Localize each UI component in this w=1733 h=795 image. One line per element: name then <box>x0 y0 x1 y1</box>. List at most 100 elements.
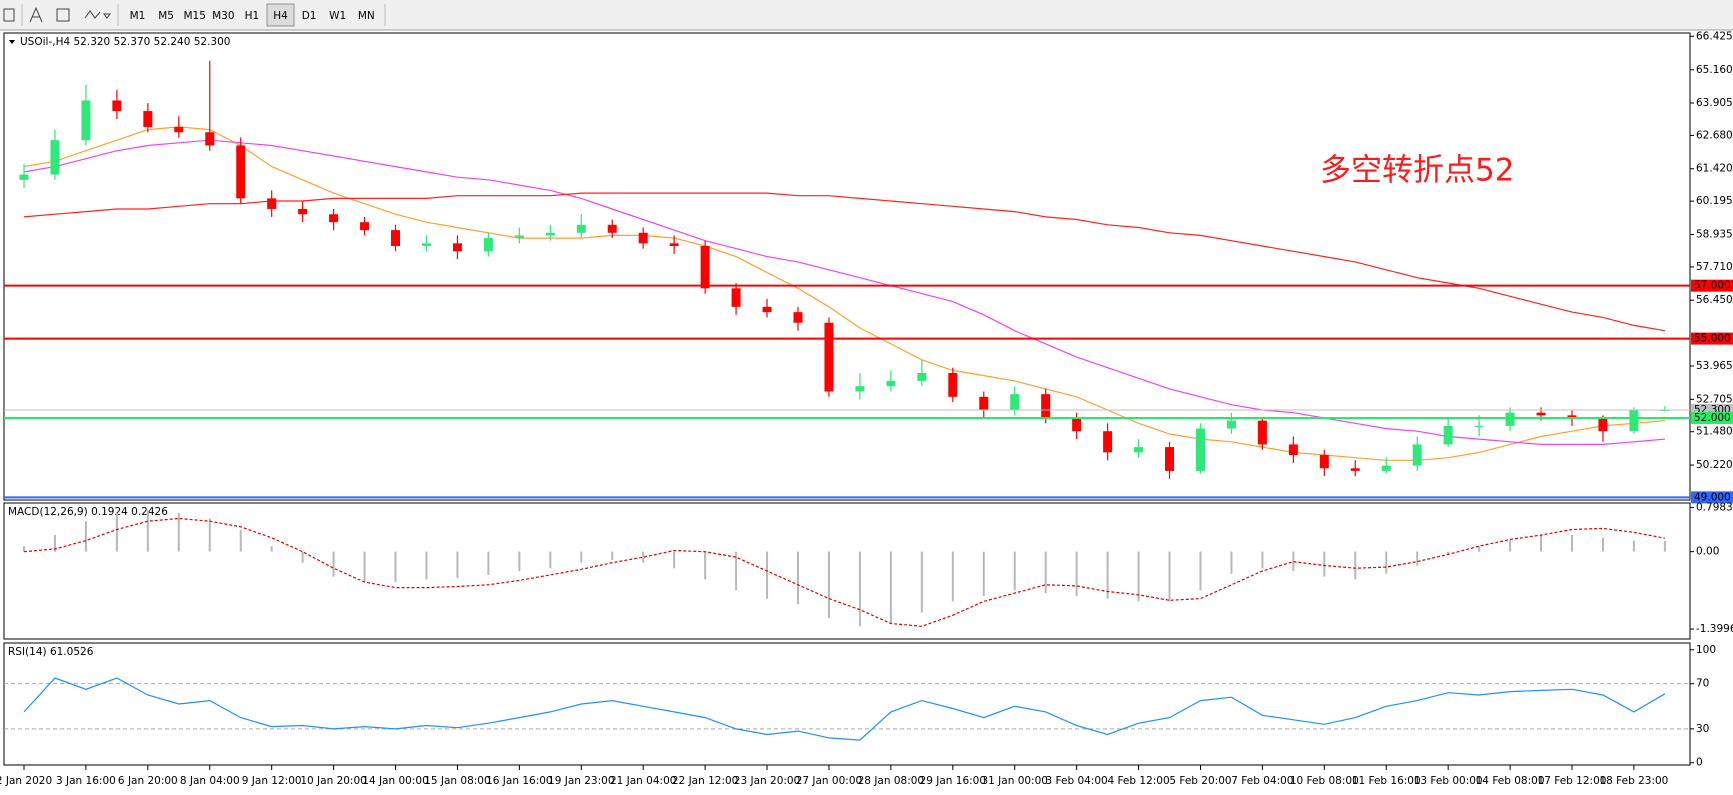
macd-bar <box>270 546 273 552</box>
y-tick-label: 0.7983 <box>1696 502 1733 514</box>
macd-bar <box>487 551 490 575</box>
icon-objects[interactable] <box>84 10 111 19</box>
candle-body <box>236 145 246 199</box>
x-tick-label: 3 Jan 16:00 <box>56 775 116 787</box>
timeframe-label[interactable]: W1 <box>329 10 346 22</box>
macd-bar <box>797 551 799 605</box>
macd-bar <box>735 551 738 591</box>
macd-bar <box>611 551 614 560</box>
timeframe-label[interactable]: D1 <box>302 10 317 22</box>
candle-body <box>638 232 648 244</box>
panel-title: RSI(14) 61.0526 <box>8 646 94 658</box>
candle-body <box>19 174 29 180</box>
x-tick-label: 29 Jan 16:00 <box>920 775 986 787</box>
price-level-label: 57.000 <box>1694 280 1731 292</box>
macd-bar <box>1106 551 1109 599</box>
candle-body <box>700 245 710 289</box>
timeframe-button[interactable] <box>152 4 180 26</box>
macd-bar <box>115 512 118 552</box>
x-tick-label: 14 Feb 08:00 <box>1476 775 1545 787</box>
icon-text[interactable] <box>29 6 43 23</box>
y-tick-label: 63.905 <box>1696 97 1733 109</box>
price-level-label: 52.000 <box>1694 412 1731 424</box>
macd-bar <box>889 551 892 624</box>
macd-bar <box>1416 551 1419 566</box>
toolbar-icons <box>3 4 119 26</box>
macd-bar <box>766 551 769 599</box>
icon-label[interactable] <box>56 8 70 22</box>
macd-bar <box>518 551 521 571</box>
timeframe-button[interactable] <box>181 4 209 26</box>
candle-body <box>329 214 339 223</box>
candle-body <box>1536 412 1546 416</box>
macd-bar <box>456 551 459 579</box>
rsi-panel <box>3 642 1691 766</box>
price-panel <box>3 32 1691 501</box>
candle-body <box>1381 465 1391 471</box>
macd-bar <box>673 551 676 569</box>
x-tick-label: 19 Jan 23:00 <box>548 775 614 787</box>
macd-bar <box>549 551 552 569</box>
candle-body <box>112 100 122 112</box>
x-tick-label: 18 Feb 23:00 <box>1599 775 1668 787</box>
macd-bar <box>1632 540 1635 552</box>
candle-body <box>576 224 586 233</box>
macd-bar <box>332 551 335 577</box>
timeframe-button[interactable] <box>352 4 380 26</box>
y-tick-label: 62.680 <box>1696 129 1733 141</box>
timeframe-button[interactable] <box>209 4 237 26</box>
y-tick-label: 30 <box>1696 723 1709 735</box>
candle-body <box>1010 394 1020 411</box>
macd-bar <box>1323 551 1326 577</box>
timeframe-label[interactable]: M1 <box>130 10 146 22</box>
macd-bar <box>982 551 985 596</box>
timeframe-label[interactable]: H4 <box>273 10 288 22</box>
macd-bar <box>1199 551 1202 591</box>
timeframe-label[interactable]: H1 <box>245 10 260 22</box>
candle-body <box>1288 444 1298 456</box>
x-tick-label: 10 Jan 20:00 <box>300 775 366 787</box>
timeframe-button[interactable] <box>124 4 151 26</box>
timeframe-label[interactable]: M30 <box>212 10 234 22</box>
x-tick-label: 28 Jan 08:00 <box>858 775 924 787</box>
candle-body <box>50 140 60 175</box>
y-tick-label: 57.710 <box>1696 261 1733 273</box>
macd-bar <box>1137 551 1140 602</box>
collapse-arrow[interactable] <box>9 40 15 44</box>
macd-bar <box>704 551 707 580</box>
timeframe-button[interactable] <box>295 4 323 26</box>
candle-body <box>1165 447 1175 471</box>
macd-panel <box>3 502 1691 640</box>
x-tick-label: 10 Feb 08:00 <box>1290 775 1359 787</box>
candle-body <box>391 230 401 246</box>
x-tick-label: 11 Feb 16:00 <box>1352 775 1421 787</box>
y-tick-label: 0.00 <box>1696 546 1719 558</box>
macd-bar <box>1385 551 1388 574</box>
timeframe-label[interactable]: M5 <box>158 10 174 22</box>
annotation: 多空转折点52 <box>1320 153 1514 189</box>
price-level-label: 49.000 <box>1694 491 1731 503</box>
macd-bar <box>1478 546 1481 552</box>
timeframe-button[interactable] <box>324 4 352 26</box>
candle-body <box>855 386 865 392</box>
candle-body <box>1412 444 1422 466</box>
timeframe-label[interactable]: MN <box>358 10 375 22</box>
candle-body <box>886 380 896 387</box>
icon-crosshair[interactable] <box>3 8 15 22</box>
x-tick-label: 22 Jan 12:00 <box>672 775 738 787</box>
candle-body <box>1350 468 1360 471</box>
y-tick-label: 56.450 <box>1696 294 1733 306</box>
timeframe-button[interactable] <box>238 4 266 26</box>
y-tick-label: -1.3996 <box>1696 623 1733 635</box>
price-level-tag <box>1691 332 1733 345</box>
moving-average <box>23 126 1665 461</box>
y-tick-label: 51.480 <box>1696 426 1733 438</box>
candle-body <box>545 232 555 236</box>
rsi-line <box>23 677 1666 741</box>
timeframe-label[interactable]: M15 <box>183 10 205 22</box>
y-tick-label: 52.705 <box>1696 393 1733 405</box>
candle-body <box>205 132 215 146</box>
candle-body <box>731 288 741 307</box>
macd-bar <box>858 551 861 627</box>
timeframe-button[interactable] <box>266 3 295 27</box>
